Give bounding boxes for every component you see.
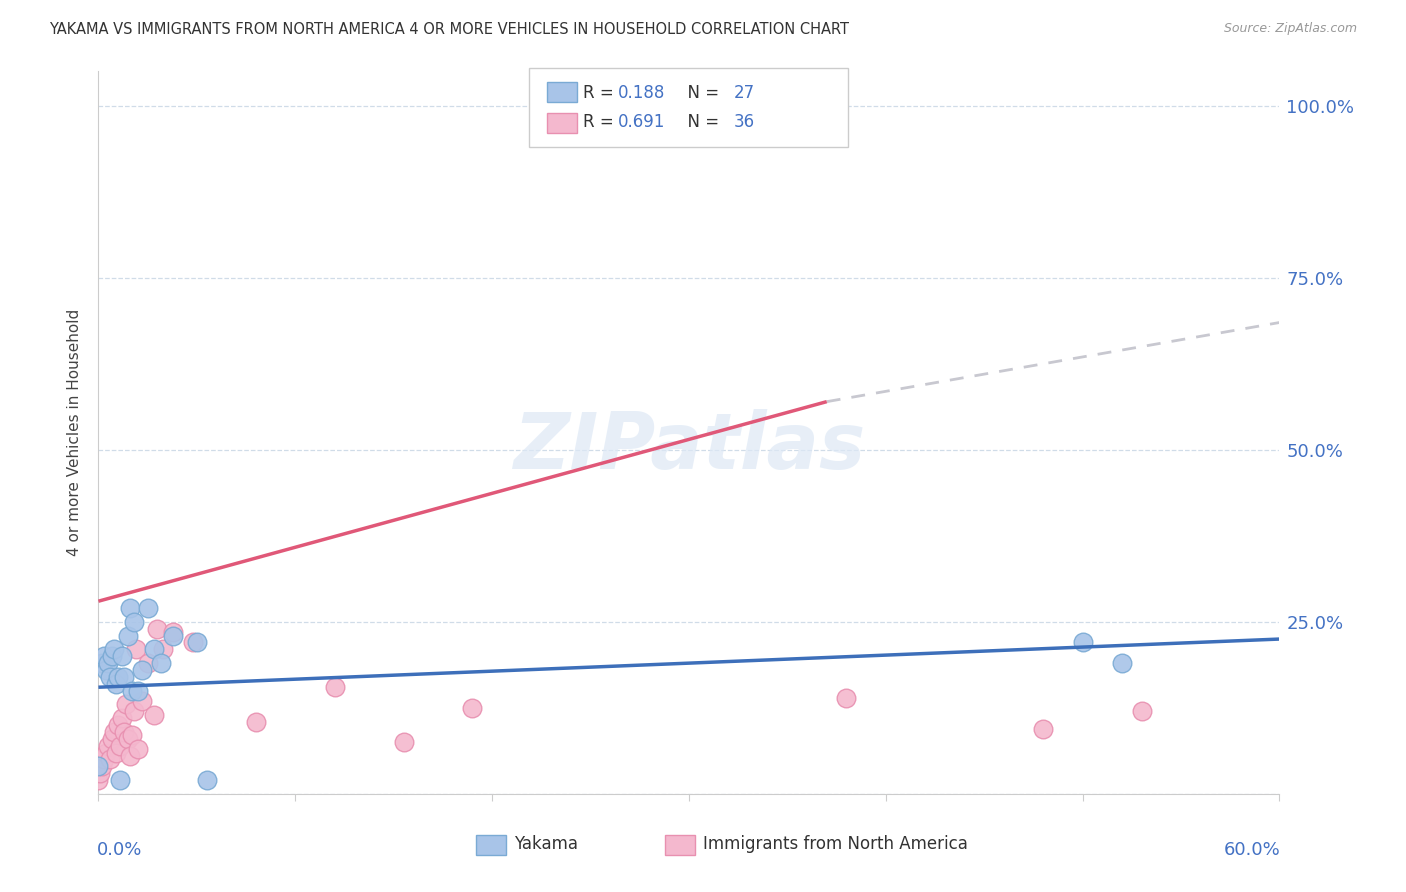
Point	[118, 601, 141, 615]
Point	[107, 718, 129, 732]
Point	[127, 742, 149, 756]
Point	[117, 629, 139, 643]
Point	[461, 701, 484, 715]
Point	[142, 642, 165, 657]
Point	[186, 635, 208, 649]
Point	[93, 649, 115, 664]
Text: 0.691: 0.691	[619, 113, 665, 131]
Bar	[665, 835, 695, 855]
FancyBboxPatch shape	[530, 68, 848, 147]
Point	[1130, 704, 1153, 718]
Point	[108, 739, 131, 753]
Text: N =: N =	[678, 84, 724, 102]
Point	[103, 642, 125, 657]
Text: 0.188: 0.188	[619, 84, 665, 102]
Text: ZIPatlas: ZIPatlas	[513, 409, 865, 485]
Point	[142, 707, 165, 722]
Point	[91, 759, 114, 773]
Point	[108, 773, 131, 788]
Point	[122, 615, 145, 629]
Point	[162, 629, 184, 643]
Point	[181, 635, 204, 649]
Point	[112, 725, 135, 739]
Point	[125, 642, 148, 657]
Point	[98, 752, 121, 766]
Text: Source: ZipAtlas.com: Source: ZipAtlas.com	[1223, 22, 1357, 36]
Point	[323, 680, 346, 694]
Point	[96, 663, 118, 677]
Point	[87, 759, 110, 773]
Point	[1111, 656, 1133, 670]
Text: 0.0%: 0.0%	[97, 841, 142, 859]
Text: 36: 36	[734, 113, 755, 131]
Point	[150, 656, 173, 670]
Point	[101, 731, 124, 746]
Point	[1071, 635, 1094, 649]
Point	[245, 714, 267, 729]
Point	[117, 731, 139, 746]
Point	[105, 746, 128, 760]
Point	[107, 670, 129, 684]
Point	[136, 601, 159, 615]
Point	[97, 656, 120, 670]
Text: 60.0%: 60.0%	[1223, 841, 1281, 859]
Text: R =: R =	[582, 84, 619, 102]
Point	[121, 728, 143, 742]
Point	[111, 711, 134, 725]
Point	[98, 670, 121, 684]
Point	[131, 694, 153, 708]
Point	[112, 670, 135, 684]
Point	[136, 656, 159, 670]
Point	[131, 663, 153, 677]
Text: R =: R =	[582, 113, 619, 131]
Point	[105, 677, 128, 691]
Text: Yakama: Yakama	[515, 836, 578, 854]
Y-axis label: 4 or more Vehicles in Household: 4 or more Vehicles in Household	[67, 309, 83, 557]
Point	[195, 773, 218, 788]
Text: 27: 27	[734, 84, 755, 102]
Text: Immigrants from North America: Immigrants from North America	[703, 836, 967, 854]
Point	[115, 698, 138, 712]
Text: YAKAMA VS IMMIGRANTS FROM NORTH AMERICA 4 OR MORE VEHICLES IN HOUSEHOLD CORRELAT: YAKAMA VS IMMIGRANTS FROM NORTH AMERICA …	[49, 22, 849, 37]
Point	[103, 725, 125, 739]
Point	[162, 625, 184, 640]
Point	[127, 683, 149, 698]
Point	[1032, 722, 1054, 736]
Point	[122, 704, 145, 718]
Point	[96, 746, 118, 760]
Point	[97, 739, 120, 753]
Text: N =: N =	[678, 113, 724, 131]
Point	[121, 683, 143, 698]
Point	[91, 656, 114, 670]
Point	[111, 649, 134, 664]
Point	[146, 622, 169, 636]
Bar	[477, 835, 506, 855]
Point	[835, 690, 858, 705]
Point	[93, 752, 115, 766]
Point	[118, 749, 141, 764]
Point	[392, 735, 415, 749]
Point	[101, 649, 124, 664]
Point	[756, 116, 779, 130]
Bar	[547, 112, 576, 133]
Point	[87, 773, 110, 788]
Point	[89, 766, 111, 780]
Point	[152, 642, 174, 657]
Bar	[547, 82, 576, 103]
